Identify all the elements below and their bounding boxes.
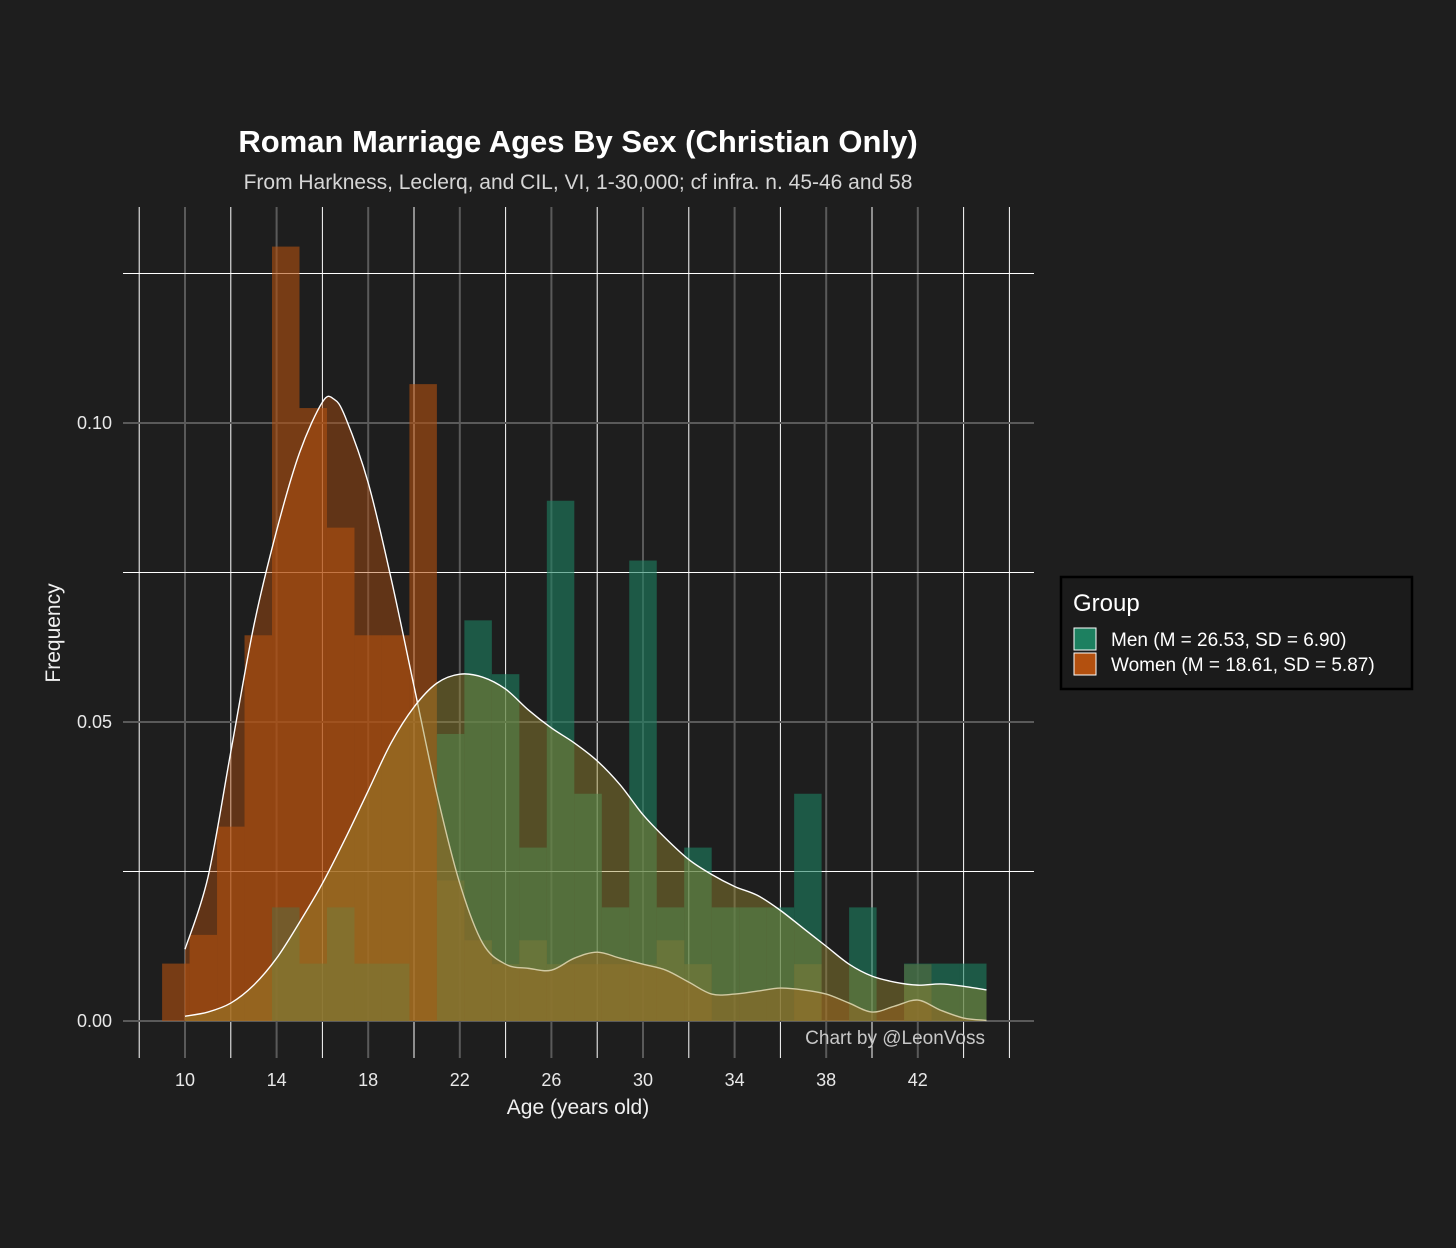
density-curves [184, 395, 987, 1022]
women-bar [189, 934, 218, 1021]
men-bars [272, 500, 987, 1021]
chart-subtitle: From Harkness, Leclerq, and CIL, VI, 1-3… [244, 171, 913, 194]
men-bar [436, 733, 465, 1021]
legend: Group Men (M = 26.53, SD = 6.90) Women (… [1059, 575, 1414, 691]
x-axis-title: Age (years old) [507, 1096, 649, 1119]
legend-box [1059, 575, 1414, 691]
x-tick-label: 10 [175, 1070, 195, 1090]
men-density-area [185, 673, 987, 1021]
women-bar [272, 246, 300, 1022]
x-tick-label: 22 [450, 1070, 470, 1090]
men-bar [904, 963, 932, 1021]
men-bar [601, 907, 630, 1021]
men-bar [464, 620, 492, 1021]
men-bar [959, 963, 987, 1021]
women-bar [162, 963, 190, 1021]
x-tick-label: 42 [908, 1070, 928, 1090]
men-bar [299, 963, 327, 1021]
y-tick-label: 0.10 [77, 413, 112, 433]
men-bar [354, 963, 382, 1021]
women-density-line [184, 395, 987, 1022]
x-tick-label: 18 [358, 1070, 378, 1090]
men-bar [629, 560, 657, 1021]
women-bar [409, 384, 437, 1021]
men-bar [519, 847, 547, 1021]
y-tick-label: 0.00 [77, 1011, 112, 1031]
women-bar [244, 635, 273, 1021]
x-tick-label: 34 [725, 1070, 745, 1090]
men-bar [711, 907, 740, 1021]
men-bar [656, 907, 685, 1021]
men-bar [739, 907, 767, 1021]
legend-swatch-men [1073, 627, 1097, 651]
chart-caption: Chart by @LeonVoss [805, 1028, 985, 1049]
women-bar [217, 826, 245, 1021]
women-bar [354, 635, 382, 1021]
legend-label-men: Men (M = 26.53, SD = 6.90) [1111, 630, 1347, 651]
men-bar [574, 793, 602, 1021]
legend-swatch-women [1073, 652, 1097, 676]
men-bar [794, 793, 822, 1021]
men-bar [546, 500, 575, 1021]
x-tick-label: 14 [267, 1070, 287, 1090]
men-density-line [184, 673, 987, 1017]
women-bar [299, 408, 327, 1021]
x-tick-label: 38 [816, 1070, 836, 1090]
women-density-area [185, 396, 987, 1021]
x-tick-label: 26 [541, 1070, 561, 1090]
legend-label-women: Women (M = 18.61, SD = 5.87) [1111, 655, 1375, 676]
legend-title: Group [1073, 590, 1140, 617]
women-bar [381, 635, 410, 1021]
y-tick-label: 0.05 [77, 712, 112, 732]
men-bar [272, 907, 300, 1021]
chart-title: Roman Marriage Ages By Sex (Christian On… [238, 124, 917, 159]
men-bar [849, 907, 877, 1021]
x-tick-label: 30 [633, 1070, 653, 1090]
men-bar [491, 674, 520, 1021]
men-bar [381, 963, 410, 1021]
axis-ticks: 10 14 18 22 26 30 34 38 42 0.00 0.05 0.10 [77, 413, 928, 1090]
y-axis-title: Frequency [42, 583, 65, 683]
men-bar [766, 907, 795, 1021]
men-bar [326, 907, 355, 1021]
